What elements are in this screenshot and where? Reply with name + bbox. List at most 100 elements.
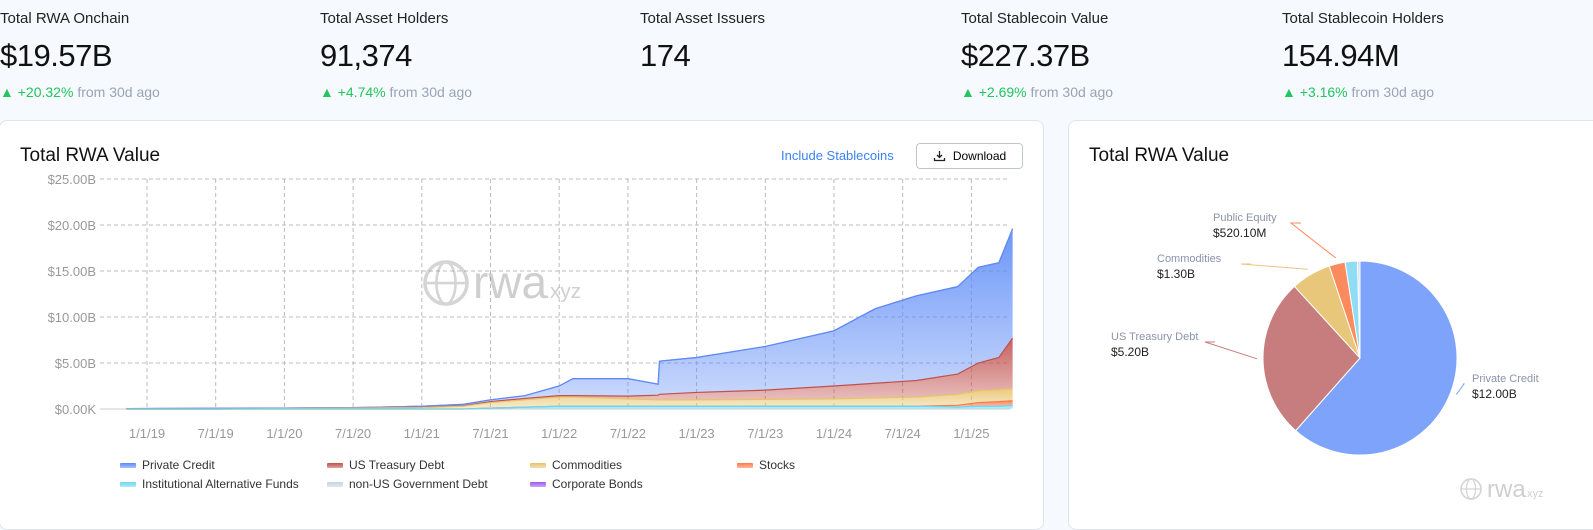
pie-label-value: $1.30B	[1157, 267, 1195, 281]
x-tick-label: 1/1/20	[266, 426, 302, 441]
rwa-watermark: rwa.xyz	[423, 256, 581, 308]
stat-label: Total Asset Holders	[320, 10, 449, 27]
stat-value: 174	[640, 38, 691, 73]
y-tick-label: $15.00B	[48, 264, 96, 279]
legend-item[interactable]: Institutional Alternative Funds	[120, 477, 299, 491]
legend-item[interactable]: US Treasury Debt	[327, 458, 444, 472]
watermark-suffix: .xyz	[544, 280, 581, 303]
x-tick-label: 1/1/23	[679, 426, 715, 441]
legend-swatch	[120, 481, 136, 487]
change-suffix: from 30d ago	[1030, 84, 1114, 100]
stat-label: Total RWA Onchain	[0, 10, 130, 27]
legend-label: Corporate Bonds	[552, 477, 643, 491]
stat-change: ▲ +4.74% from 30d ago	[320, 84, 473, 100]
line-institutionalalternativefunds	[126, 404, 1013, 410]
stat-label: Total Asset Issuers	[640, 10, 766, 27]
legend-item[interactable]: non-US Government Debt	[327, 477, 488, 491]
change-percent: +20.32%	[17, 84, 74, 100]
y-tick-label: $25.00B	[48, 172, 96, 187]
x-tick-label: 1/1/22	[541, 426, 577, 441]
change-suffix: from 30d ago	[1351, 84, 1435, 100]
globe-meridian	[1465, 478, 1477, 500]
pie-label-name: Public Equity	[1213, 212, 1277, 224]
stat-total-rwa: Total RWA Onchain $19.57B ▲ +20.32% from…	[0, 10, 160, 100]
stat-value: 154.94M	[1282, 38, 1400, 73]
pie-label-name: Private Credit	[1472, 373, 1539, 385]
download-label: Download	[952, 149, 1007, 163]
legend-item[interactable]: Commodities	[530, 458, 622, 472]
stat-label: Total Stablecoin Holders	[1282, 10, 1444, 27]
pie-label-value: $5.20B	[1111, 345, 1149, 359]
area-commodities	[126, 388, 1013, 409]
legend-label: Institutional Alternative Funds	[142, 477, 299, 491]
legend-label: Stocks	[759, 458, 796, 472]
change-suffix: from 30d ago	[77, 84, 160, 100]
change-suffix: from 30d ago	[389, 84, 473, 100]
pie-chart-card: Private Credit $12.00B US Treasury Debt $5.…	[1068, 120, 1593, 530]
card-title: Total RWA Value	[20, 145, 161, 166]
leader-line	[1455, 383, 1465, 395]
legend-swatch	[327, 481, 343, 487]
leader-line	[1204, 341, 1258, 360]
x-tick-label: 7/1/20	[335, 426, 371, 441]
y-tick-label: $20.00B	[48, 218, 96, 233]
x-tick-label: 1/1/19	[129, 426, 165, 441]
stat-label: Total Stablecoin Value	[961, 10, 1109, 27]
globe-icon	[423, 260, 469, 306]
x-tick-label: 1/1/21	[404, 426, 440, 441]
pie-label-value: $12.00B	[1472, 387, 1517, 401]
stat-asset-issuers: Total Asset Issuers 174	[640, 10, 765, 74]
download-icon	[933, 151, 945, 162]
legend-swatch	[737, 462, 753, 468]
x-tick-label: 1/1/25	[953, 426, 989, 441]
legend-swatch	[530, 481, 546, 487]
download-button[interactable]: Download	[916, 143, 1023, 169]
legend-swatch	[120, 462, 136, 468]
change-percent: +4.74%	[337, 84, 386, 100]
stat-value: $227.37B	[961, 38, 1090, 73]
x-tick-label: 7/1/23	[747, 426, 783, 441]
watermark-suffix: .xyz	[1524, 488, 1543, 500]
rwa-watermark: rwa.xyz	[1460, 476, 1543, 503]
watermark-text: rwa	[1487, 476, 1526, 503]
x-tick-label: 7/1/19	[198, 426, 234, 441]
area-ustreasurydebt	[126, 338, 1013, 409]
legend-label: non-US Government Debt	[349, 477, 488, 491]
legend-swatch	[327, 462, 343, 468]
stat-value: 91,374	[320, 38, 412, 73]
line-privatecredit	[126, 228, 1014, 410]
line-commodities	[126, 388, 1013, 410]
y-tick-label: $5.00B	[55, 356, 96, 371]
stat-change: ▲ +20.32% from 30d ago	[0, 84, 160, 100]
pie-label-name: US Treasury Debt	[1111, 331, 1198, 343]
stat-stablecoin-value: Total Stablecoin Value $227.37B ▲ +2.69%…	[961, 10, 1113, 100]
include-stablecoins-toggle[interactable]: Include Stablecoins	[781, 148, 894, 163]
pie-slice-us-treasury-debt	[1262, 285, 1361, 432]
pie-label-name: Commodities	[1157, 253, 1222, 265]
stat-change: ▲ +2.69% from 30d ago	[961, 84, 1114, 100]
legend-label: US Treasury Debt	[349, 458, 445, 472]
globe-meridian	[435, 260, 457, 306]
pie-slice-private-credit	[1294, 260, 1458, 456]
leader-line	[1289, 222, 1336, 259]
watermark-text: rwa	[473, 256, 548, 308]
change-percent: +2.69%	[978, 84, 1027, 100]
pie-slice-non-us-government-debt	[1356, 260, 1361, 359]
legend-label: Private Credit	[142, 458, 215, 472]
legend-item[interactable]: Private Credit	[120, 458, 215, 472]
legend-item[interactable]: Corporate Bonds	[530, 477, 643, 491]
leader-line	[1240, 263, 1308, 270]
pie-chart: Private Credit $12.00B US Treasury Debt $5.…	[1111, 212, 1543, 503]
stat-value: $19.57B	[0, 38, 112, 73]
area-chart-card: $0.00K $5.00B $10.00B $15.00B $20.00B $25.00B…	[0, 120, 1044, 530]
globe-icon	[1460, 478, 1482, 500]
stat-asset-holders: Total Asset Holders 91,374 ▲ +4.74% from…	[320, 10, 472, 100]
legend-item[interactable]: Stocks	[737, 458, 795, 472]
area-chart: $0.00K $5.00B $10.00B $15.00B $20.00B $25.00B…	[48, 172, 1014, 441]
legend-swatch	[530, 462, 546, 468]
stat-change: ▲ +3.16% from 30d ago	[1282, 84, 1435, 100]
x-tick-label: 7/1/22	[610, 426, 646, 441]
stat-stablecoin-holders: Total Stablecoin Holders 154.94M ▲ +3.16…	[1282, 10, 1444, 100]
change-percent: +3.16%	[1299, 84, 1348, 100]
x-tick-label: 1/1/24	[816, 426, 852, 441]
